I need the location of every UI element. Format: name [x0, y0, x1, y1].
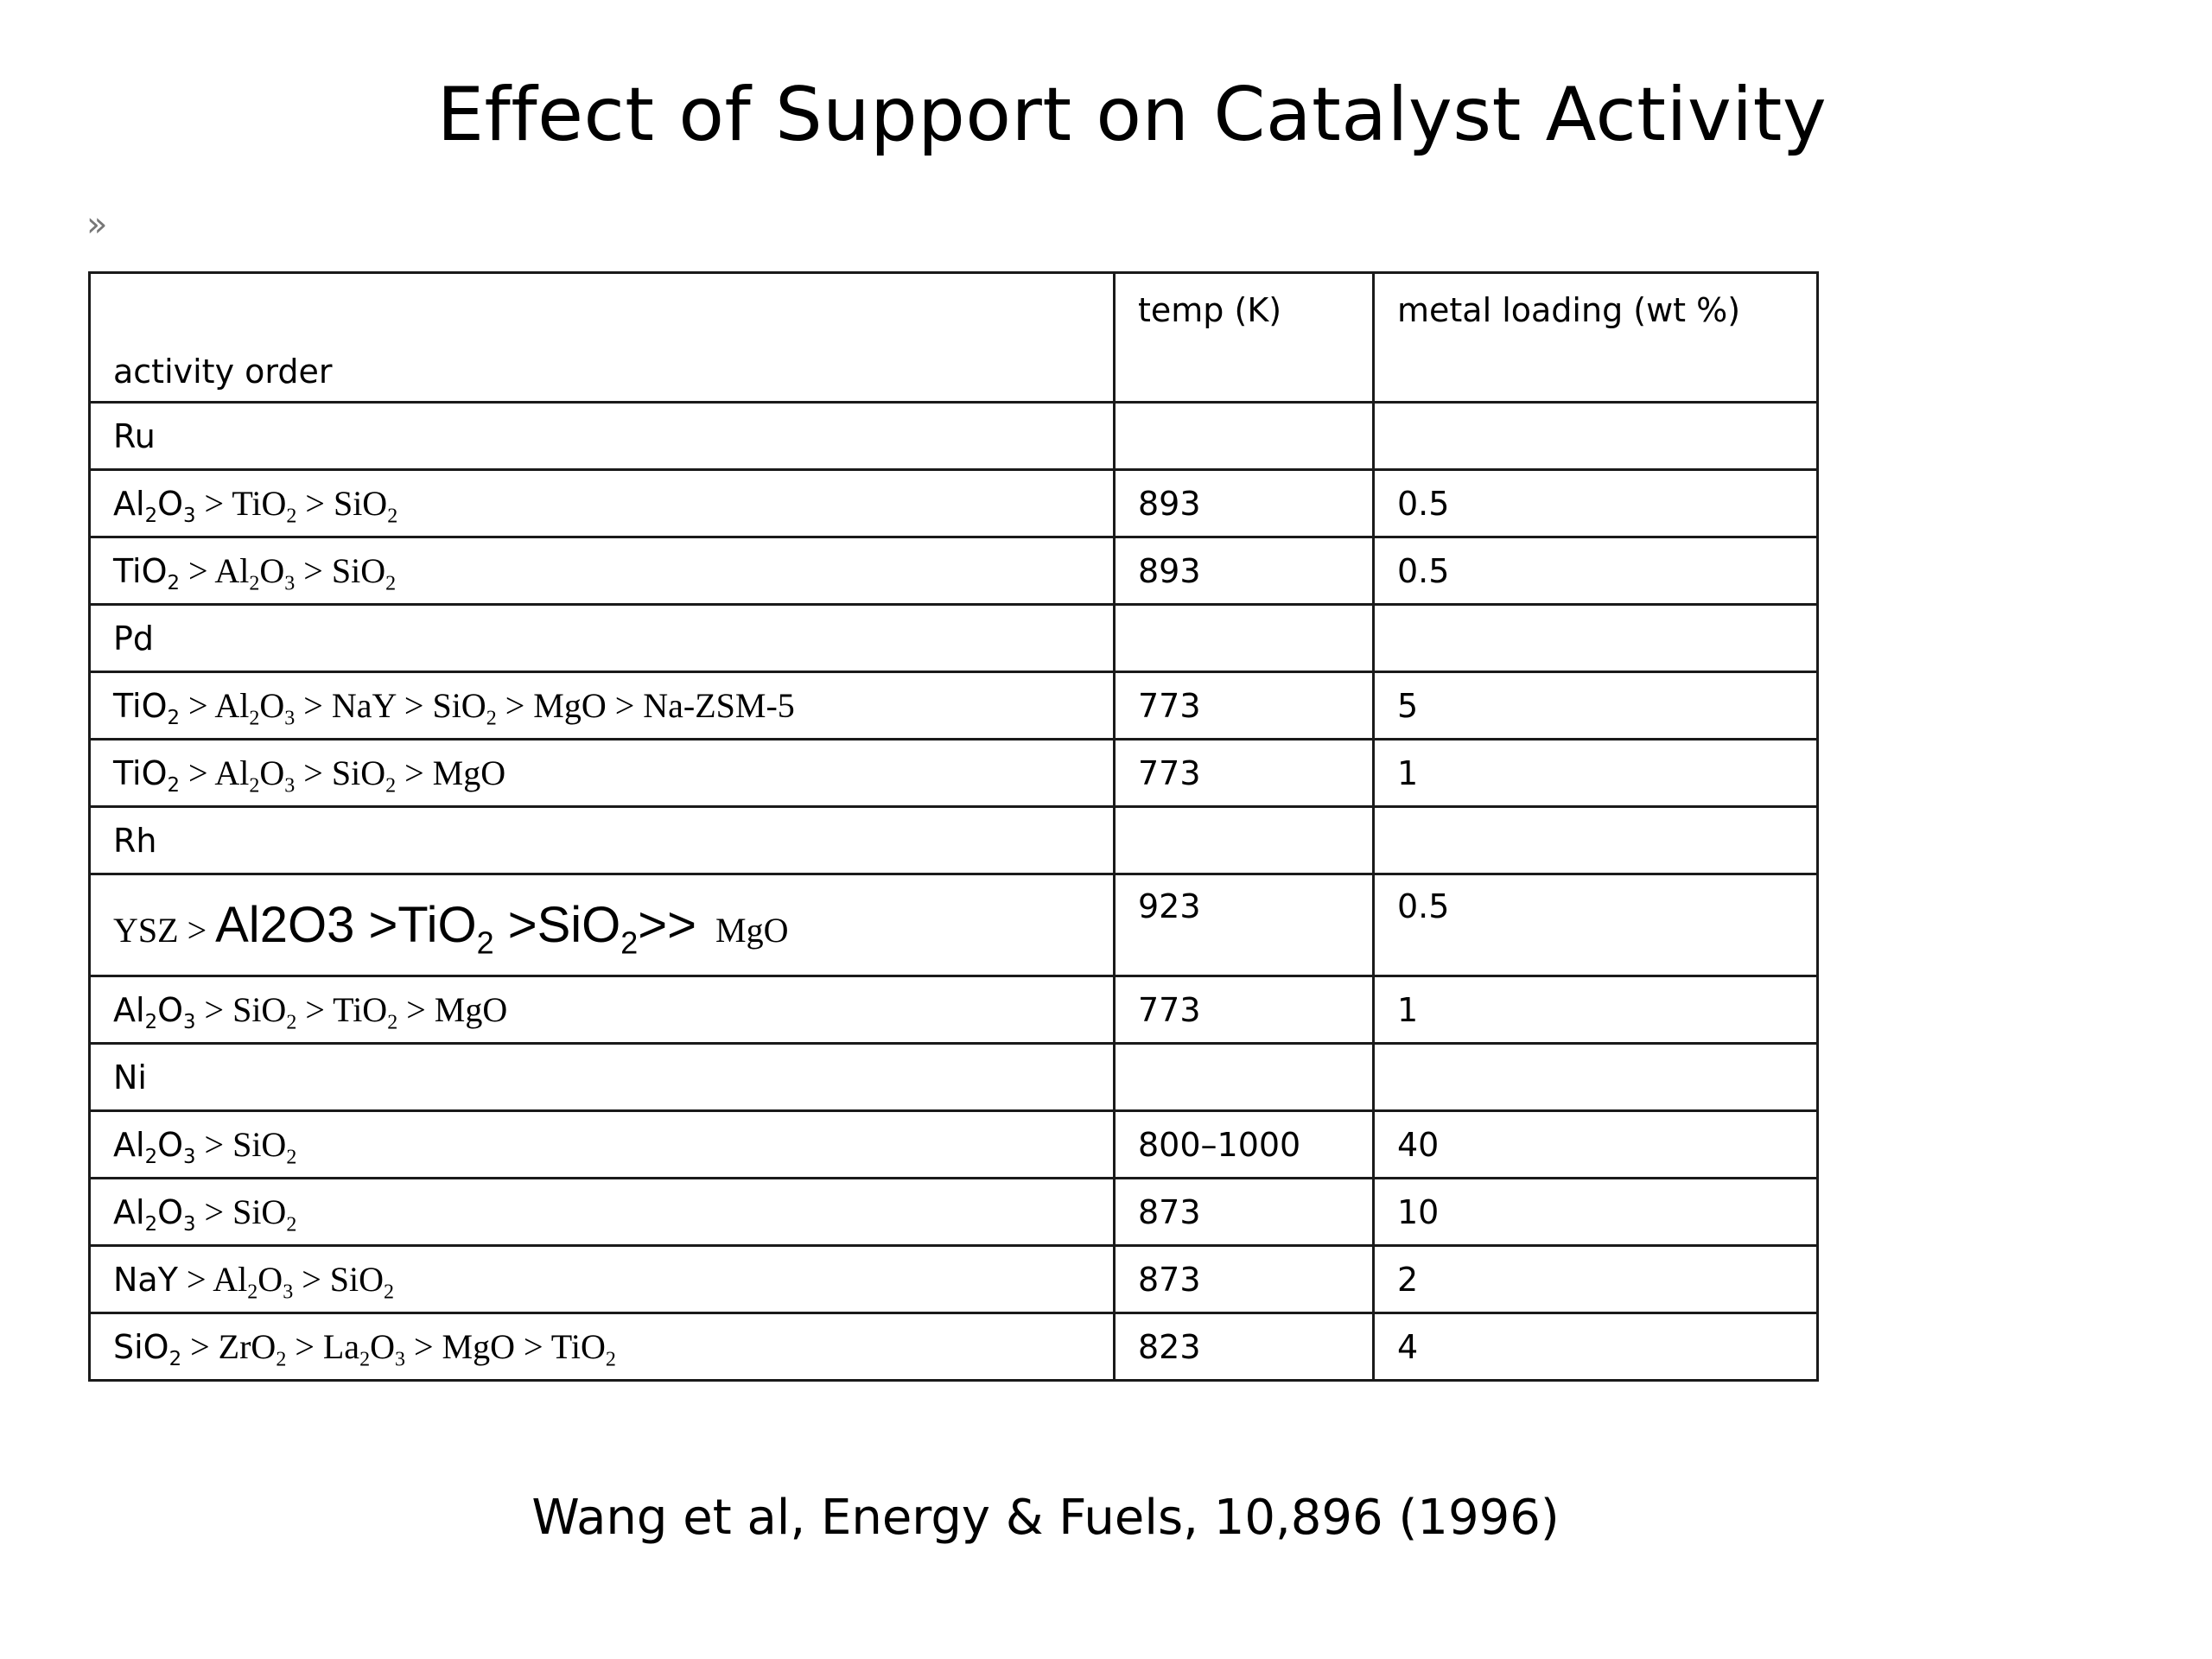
table-row: TiO2 > Al2O3 > SiO2 893 0.5 — [88, 536, 1819, 606]
table-header-row: activity order temp (K) metal loading (w… — [88, 271, 1819, 404]
loading-cell: 10 — [1372, 1177, 1819, 1247]
metal-label: Ru — [88, 401, 1116, 471]
metal-label: Ni — [88, 1042, 1116, 1112]
activity-table: activity order temp (K) metal loading (w… — [88, 271, 1819, 1382]
loading-cell: 4 — [1372, 1312, 1819, 1382]
metal-label: Pd — [88, 603, 1116, 673]
header-metal-loading: metal loading (wt %) — [1372, 271, 1819, 404]
temp-cell: 773 — [1113, 738, 1375, 808]
temp-cell: 893 — [1113, 536, 1375, 606]
table-row: NaY > Al2O3 > SiO2 873 2 — [88, 1244, 1819, 1314]
table-row: Al2O3 > TiO2 > SiO2 893 0.5 — [88, 468, 1819, 538]
table-row: Al2O3 > SiO2 873 10 — [88, 1177, 1819, 1247]
header-activity-order: activity order — [88, 271, 1116, 404]
table-row: Al2O3 > SiO2 800–1000 40 — [88, 1109, 1819, 1179]
group-row-pd: Pd — [88, 603, 1819, 673]
table-row: Al2O3 > SiO2 > TiO2 > MgO 773 1 — [88, 975, 1819, 1045]
activity-order-cell: Al2O3 > SiO2 — [88, 1109, 1116, 1179]
loading-cell: 0.5 — [1372, 468, 1819, 538]
header-temp: temp (K) — [1113, 271, 1375, 404]
citation: Wang et al, Energy & Fuels, 10,896 (1996… — [531, 1490, 1560, 1546]
slide-title: Effect of Support on Catalyst Activity — [436, 72, 1827, 158]
activity-order-cell: Al2O3 > TiO2 > SiO2 — [88, 468, 1116, 538]
loading-cell: 40 — [1372, 1109, 1819, 1179]
activity-order-cell: SiO2 > ZrO2 > La2O3 > MgO > TiO2 — [88, 1312, 1116, 1382]
loading-cell: 2 — [1372, 1244, 1819, 1314]
temp-cell: 773 — [1113, 975, 1375, 1045]
activity-order-cell: TiO2 > Al2O3 > NaY > SiO2 > MgO > Na-ZSM… — [88, 671, 1116, 741]
activity-order-cell: NaY > Al2O3 > SiO2 — [88, 1244, 1116, 1314]
activity-order-cell: TiO2 > Al2O3 > SiO2 — [88, 536, 1116, 606]
activity-order-cell: YSZ > Al2O3 >TiO2 >SiO2>> MgO — [88, 873, 1116, 977]
metal-label: Rh — [88, 805, 1116, 875]
activity-order-cell: TiO2 > Al2O3 > SiO2 > MgO — [88, 738, 1116, 808]
table-row: SiO2 > ZrO2 > La2O3 > MgO > TiO2 823 4 — [88, 1312, 1819, 1382]
temp-cell: 773 — [1113, 671, 1375, 741]
activity-order-cell: Al2O3 > SiO2 — [88, 1177, 1116, 1247]
temp-cell: 923 — [1113, 873, 1375, 977]
group-row-rh: Rh — [88, 805, 1819, 875]
loading-cell: 1 — [1372, 975, 1819, 1045]
group-row-ru: Ru — [88, 401, 1819, 471]
temp-cell: 800–1000 — [1113, 1109, 1375, 1179]
temp-cell: 873 — [1113, 1244, 1375, 1314]
group-row-ni: Ni — [88, 1042, 1819, 1112]
table-row: TiO2 > Al2O3 > NaY > SiO2 > MgO > Na-ZSM… — [88, 671, 1819, 741]
loading-cell: 5 — [1372, 671, 1819, 741]
temp-cell: 823 — [1113, 1312, 1375, 1382]
table-row: YSZ > Al2O3 >TiO2 >SiO2>> MgO 923 0.5 — [88, 873, 1819, 977]
activity-order-cell: Al2O3 > SiO2 > TiO2 > MgO — [88, 975, 1116, 1045]
chevron-icon: » — [86, 205, 108, 245]
temp-cell: 873 — [1113, 1177, 1375, 1247]
table-row: TiO2 > Al2O3 > SiO2 > MgO 773 1 — [88, 738, 1819, 808]
loading-cell: 0.5 — [1372, 536, 1819, 606]
temp-cell: 893 — [1113, 468, 1375, 538]
loading-cell: 1 — [1372, 738, 1819, 808]
loading-cell: 0.5 — [1372, 873, 1819, 977]
